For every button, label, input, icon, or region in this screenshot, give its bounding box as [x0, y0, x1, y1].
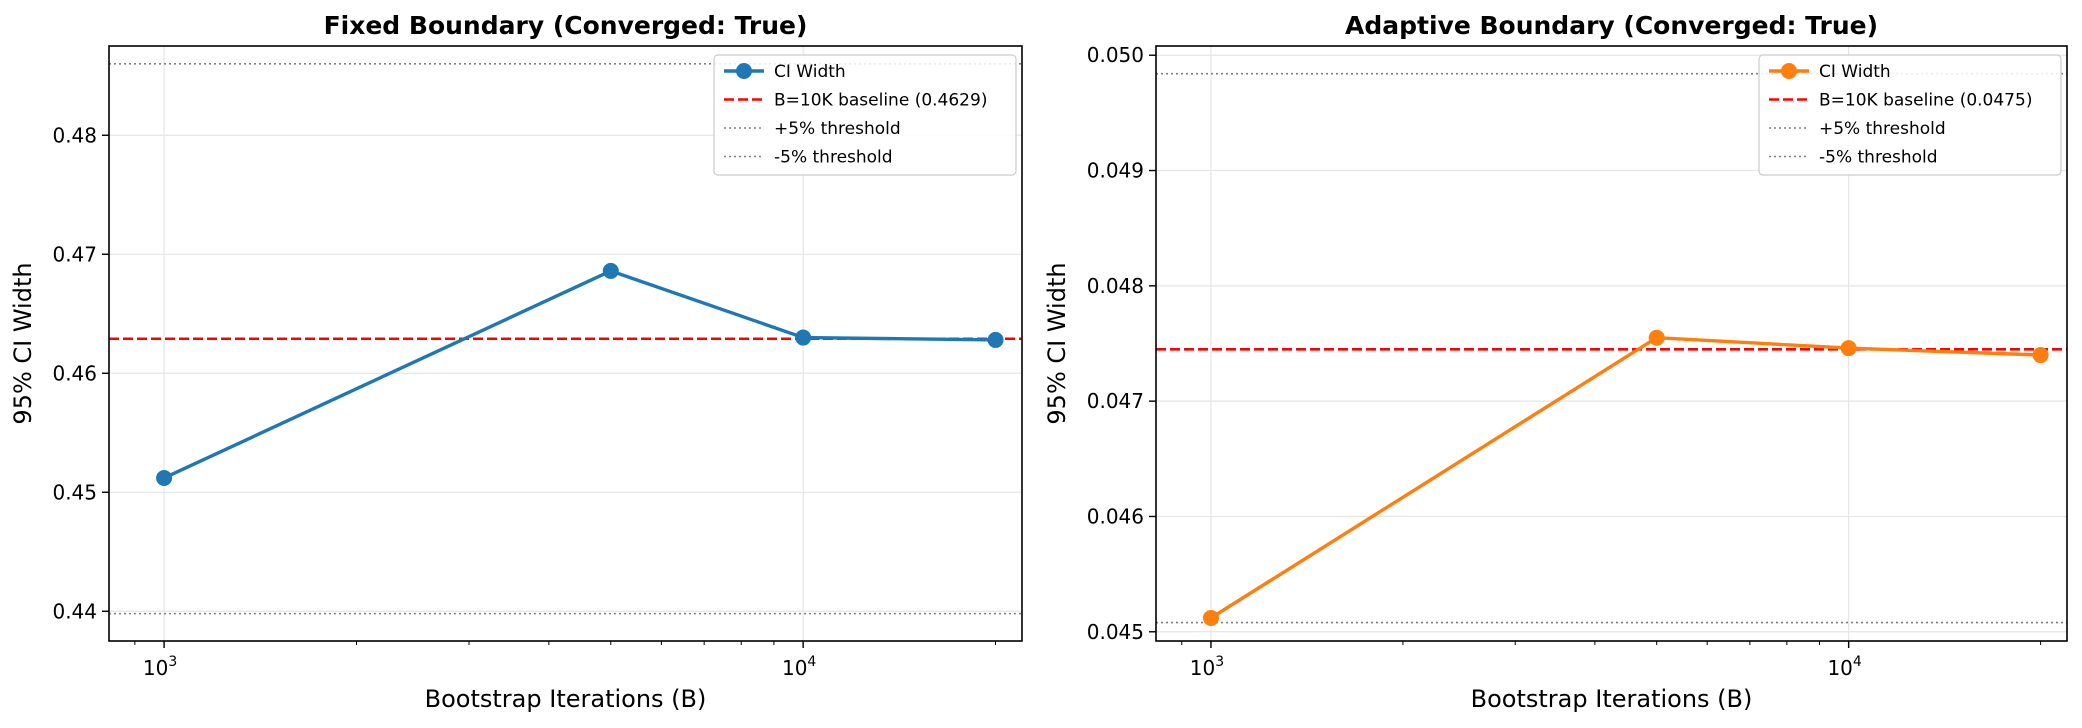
- legend-label: -5% threshold: [774, 148, 893, 168]
- data-point: [987, 331, 1004, 348]
- y-axis-label: 95% CI Width: [9, 262, 37, 424]
- x-tick-base: 10: [143, 656, 168, 680]
- y-tick-label: 0.047: [1087, 389, 1144, 413]
- data-point: [1840, 340, 1857, 357]
- x-tick-exponent: 3: [1215, 654, 1224, 670]
- legend-label: B=10K baseline (0.4629): [774, 91, 987, 111]
- data-point: [2032, 347, 2049, 364]
- legend-marker: [1781, 63, 1797, 79]
- legend-marker: [736, 63, 752, 79]
- legend-label: CI Width: [1819, 62, 1891, 82]
- y-tick-label: 0.045: [1087, 620, 1144, 644]
- y-tick-label: 0.46: [52, 361, 97, 385]
- y-tick-label: 0.48: [52, 123, 97, 147]
- y-tick-label: 0.049: [1087, 159, 1144, 183]
- x-tick-label: 103: [143, 654, 177, 680]
- series-line: [163, 269, 996, 480]
- data-point: [795, 329, 812, 346]
- x-axis-label: Bootstrap Iterations (B): [425, 685, 707, 713]
- data-point: [602, 262, 619, 279]
- data-point: [1202, 609, 1219, 626]
- x-tick-exponent: 4: [807, 654, 816, 670]
- chart-title: Fixed Boundary (Converged: True): [324, 11, 808, 40]
- legend-label: B=10K baseline (0.0475): [1819, 91, 2032, 111]
- y-tick-label: 0.45: [52, 480, 97, 504]
- y-tick-label: 0.47: [52, 242, 97, 266]
- axes-frame: [108, 45, 1023, 642]
- x-tick-label: 103: [1190, 654, 1224, 680]
- y-axis-label: 95% CI Width: [1043, 262, 1071, 424]
- series-line: [1210, 336, 2041, 620]
- legend-label: -5% threshold: [1819, 148, 1938, 168]
- legend-label: CI Width: [774, 62, 846, 82]
- legend-label: +5% threshold: [774, 119, 901, 139]
- legend-box: [1758, 54, 2062, 176]
- y-tick-label: 0.050: [1087, 43, 1144, 67]
- y-tick-label: 0.048: [1087, 274, 1144, 298]
- x-tick-label: 104: [782, 654, 816, 680]
- y-tick-label: 0.046: [1087, 504, 1144, 528]
- data-point: [1648, 329, 1665, 346]
- x-axis-label: Bootstrap Iterations (B): [1471, 685, 1753, 713]
- y-tick-label: 0.44: [52, 599, 97, 623]
- legend: CI Width B=10K baseline (0.4629) +5% thres…: [713, 54, 1017, 176]
- x-tick-exponent: 3: [168, 654, 177, 670]
- x-tick-base: 10: [1190, 656, 1215, 680]
- x-tick-label: 104: [1827, 654, 1861, 680]
- legend: CI Width B=10K baseline (0.0475) +5% thres…: [1758, 54, 2062, 176]
- x-tick-base: 10: [782, 656, 807, 680]
- axes-frame: [1155, 45, 2068, 642]
- x-tick-base: 10: [1827, 656, 1852, 680]
- legend-label: +5% threshold: [1819, 119, 1946, 139]
- legend-box: [713, 54, 1017, 176]
- chart-title: Adaptive Boundary (Converged: True): [1345, 11, 1878, 40]
- data-point: [156, 469, 173, 486]
- x-tick-exponent: 4: [1853, 654, 1862, 670]
